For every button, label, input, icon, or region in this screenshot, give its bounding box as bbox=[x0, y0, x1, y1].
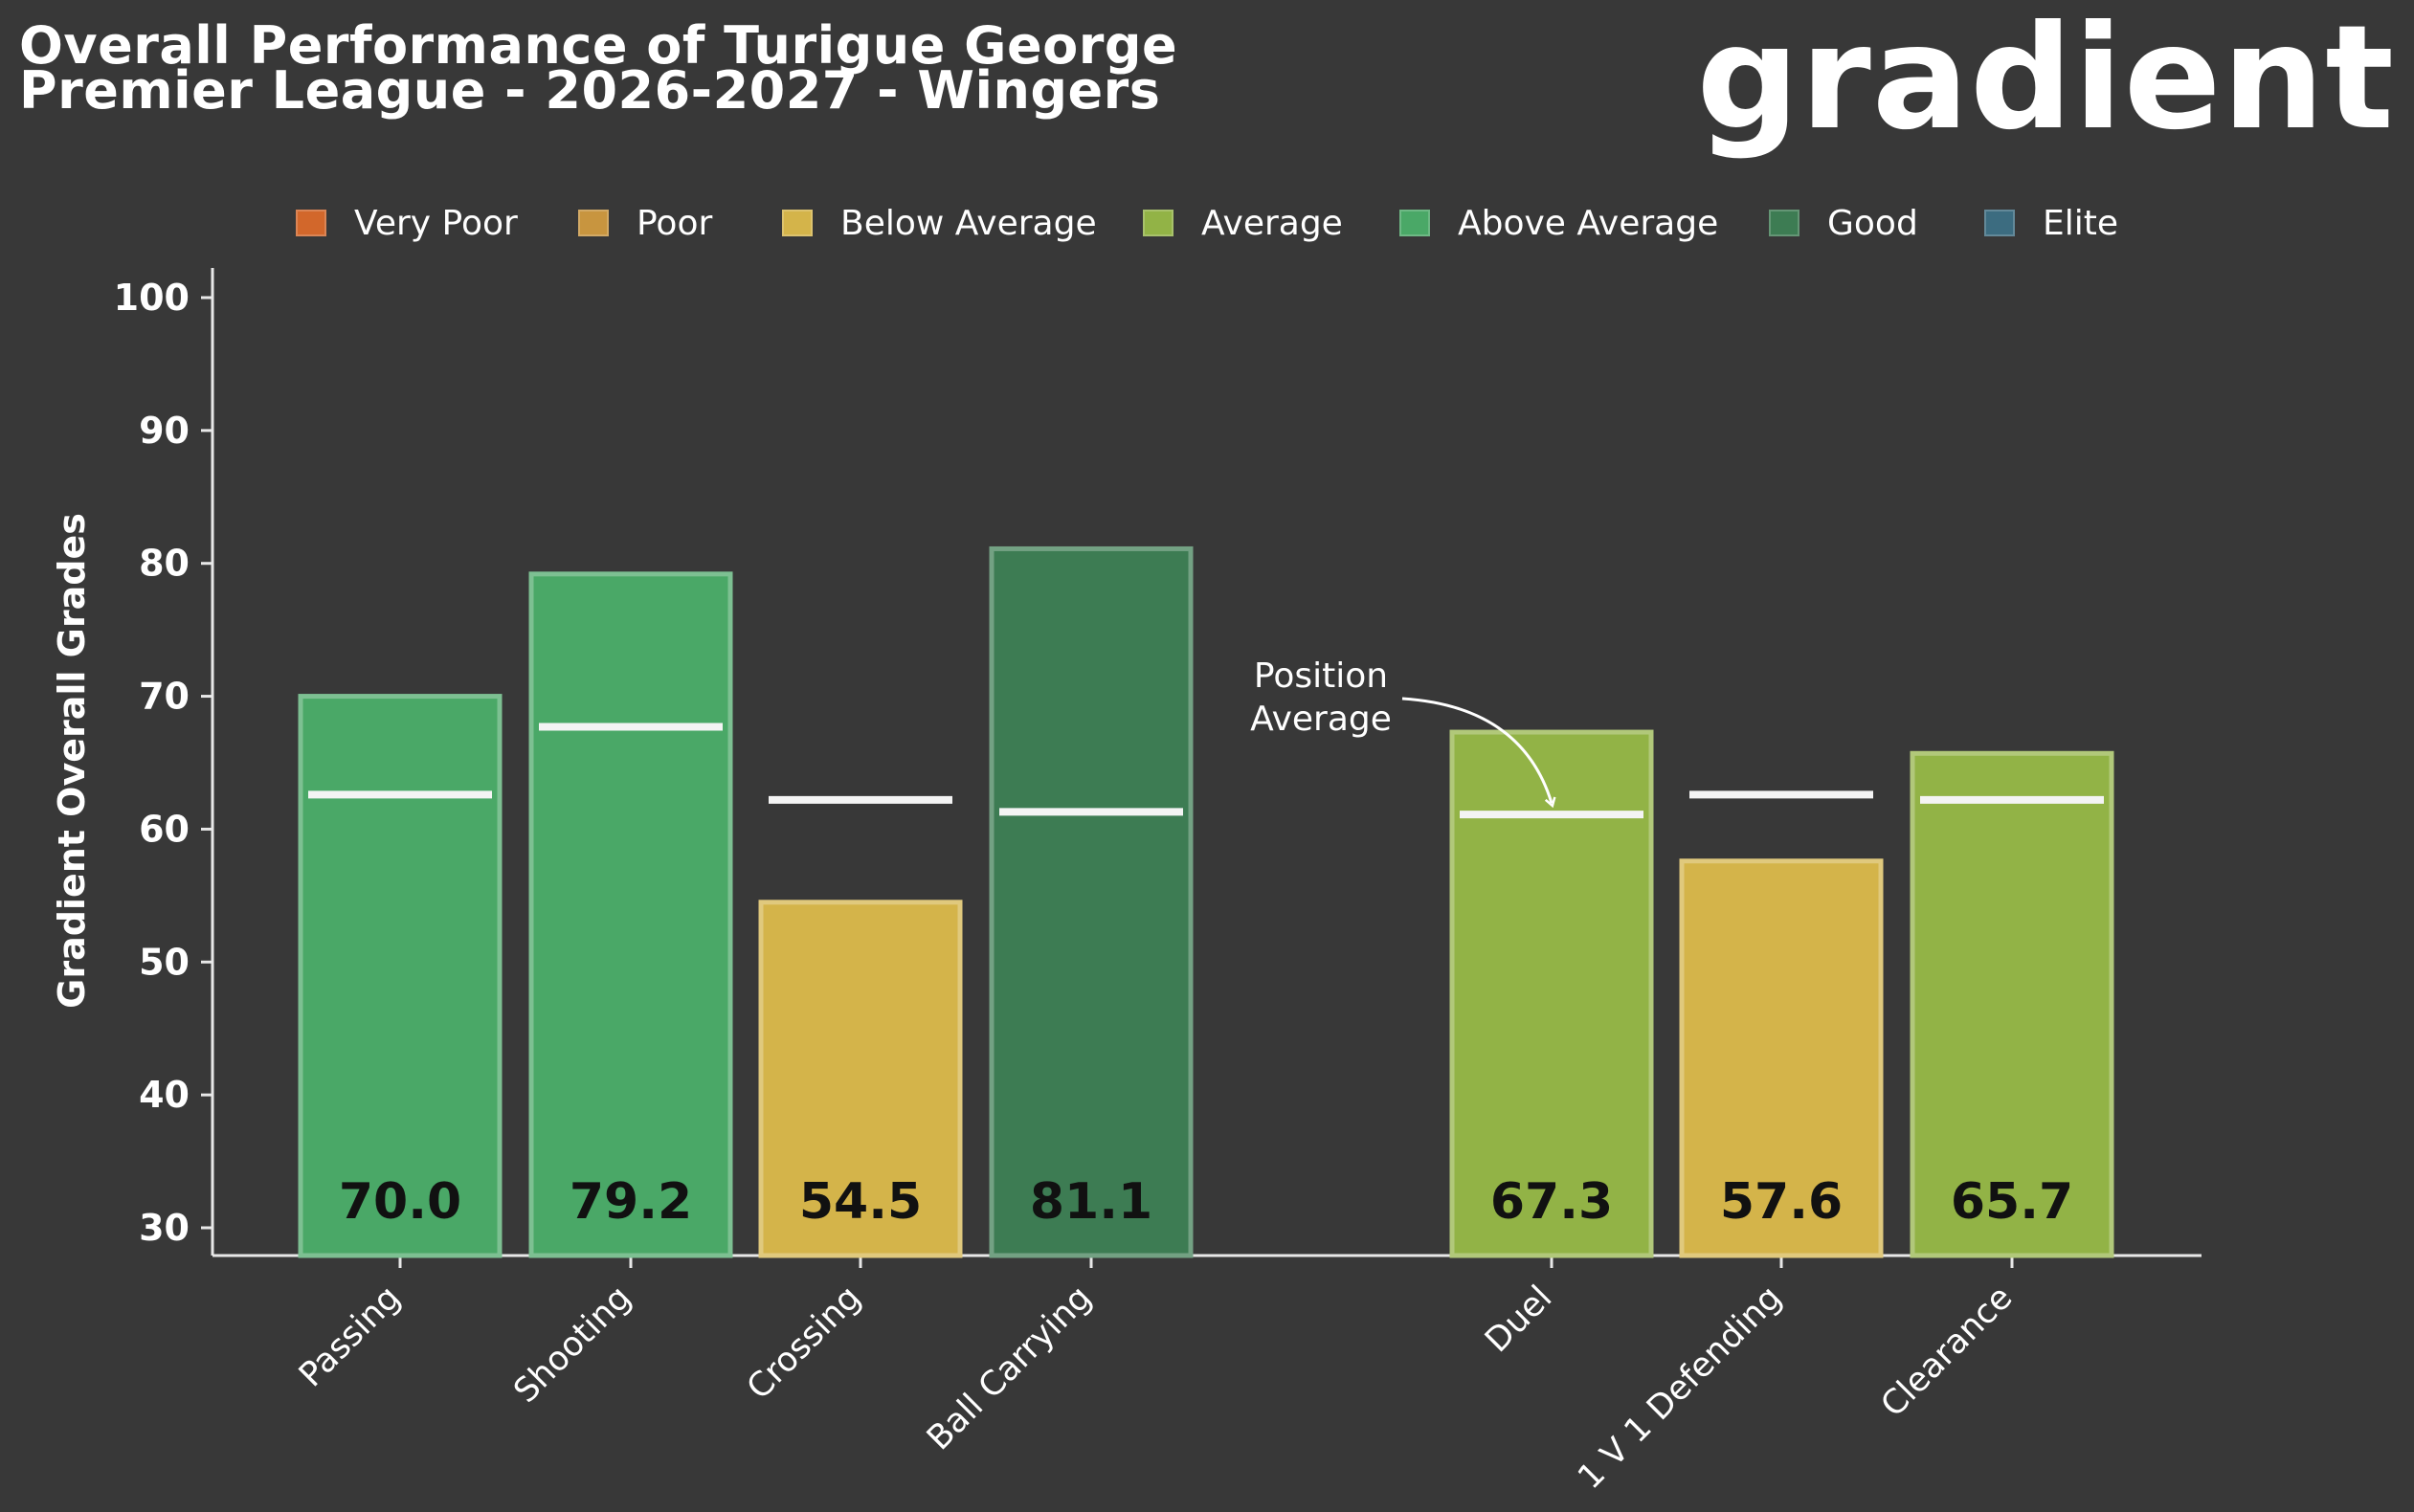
bar-crossing bbox=[758, 900, 963, 1258]
y-tick-label: 70 bbox=[139, 676, 190, 718]
annotation-text-line-2: Average bbox=[1250, 700, 1392, 739]
annotation-arrow bbox=[1401, 697, 1552, 803]
x-tick-label: Crossing bbox=[740, 1279, 868, 1407]
y-tick-label: 80 bbox=[139, 543, 190, 585]
legend-label: Very Poor bbox=[354, 204, 518, 243]
x-tick-label: Ball Carrying bbox=[920, 1279, 1099, 1457]
legend-swatch-poor bbox=[578, 210, 609, 236]
chart-title: Overall Performance of Turigue George Pr… bbox=[19, 15, 1178, 121]
y-tick-label: 60 bbox=[139, 808, 190, 850]
x-tick-label: Shooting bbox=[506, 1279, 638, 1411]
legend: Very Poor Poor Below Average Average Above A… bbox=[296, 204, 2118, 243]
legend-label: Elite bbox=[2043, 204, 2118, 243]
position-average-annotation: Position Average bbox=[1250, 656, 1552, 803]
legend-swatch-below-average bbox=[782, 210, 813, 236]
bars bbox=[298, 545, 2114, 1258]
x-tick-label: Clearance bbox=[1874, 1279, 2021, 1425]
legend-label: Below Average bbox=[840, 204, 1097, 243]
legend-swatch-average bbox=[1143, 210, 1173, 236]
bar-shooting bbox=[528, 571, 733, 1258]
bar-value-label: 57.6 bbox=[1720, 1173, 1843, 1231]
title-line-1: Overall Performance of Turigue George bbox=[19, 15, 1178, 76]
bar-ball-carrying bbox=[989, 545, 1194, 1258]
y-tick-label: 30 bbox=[139, 1207, 190, 1249]
y-tick-label: 100 bbox=[114, 277, 190, 319]
legend-swatch-very-poor bbox=[296, 210, 326, 236]
legend-label: Above Average bbox=[1458, 204, 1718, 243]
legend-swatch-elite bbox=[1984, 210, 2015, 236]
bar-value-label: 54.5 bbox=[799, 1173, 922, 1231]
legend-swatch-above-average bbox=[1399, 210, 1430, 236]
y-tick-label: 50 bbox=[139, 941, 190, 983]
legend-label: Average bbox=[1201, 204, 1343, 243]
x-tick-label: 1 V 1 Defending bbox=[1571, 1279, 1789, 1497]
bar-value-label: 70.0 bbox=[339, 1173, 461, 1231]
x-tick-label: Passing bbox=[292, 1279, 408, 1394]
bar-value-label: 67.3 bbox=[1490, 1173, 1613, 1231]
bar-value-label: 65.7 bbox=[1951, 1173, 2073, 1231]
title-line-2: Premier League - 2026-2027 - Wingers bbox=[19, 60, 1161, 121]
bar-duel bbox=[1449, 729, 1654, 1258]
annotation-text-line-1: Position bbox=[1254, 656, 1388, 696]
y-tick-label: 40 bbox=[139, 1074, 190, 1116]
gradient-logo: gradient bbox=[1696, 0, 2395, 162]
y-tick-label: 90 bbox=[139, 410, 190, 452]
legend-label: Poor bbox=[637, 204, 712, 243]
x-tick-label: Duel bbox=[1478, 1279, 1559, 1360]
legend-label: Good bbox=[1827, 204, 1918, 243]
bar-clearance bbox=[1910, 750, 2114, 1258]
bar-value-label: 81.1 bbox=[1030, 1173, 1152, 1231]
legend-swatch-good bbox=[1769, 210, 1799, 236]
bar-1-v-1-defending bbox=[1679, 858, 1884, 1258]
bar-passing bbox=[298, 694, 503, 1258]
bar-value-label: 79.2 bbox=[570, 1173, 692, 1231]
y-axis-label: Gradient Overall Grades bbox=[51, 513, 93, 1009]
